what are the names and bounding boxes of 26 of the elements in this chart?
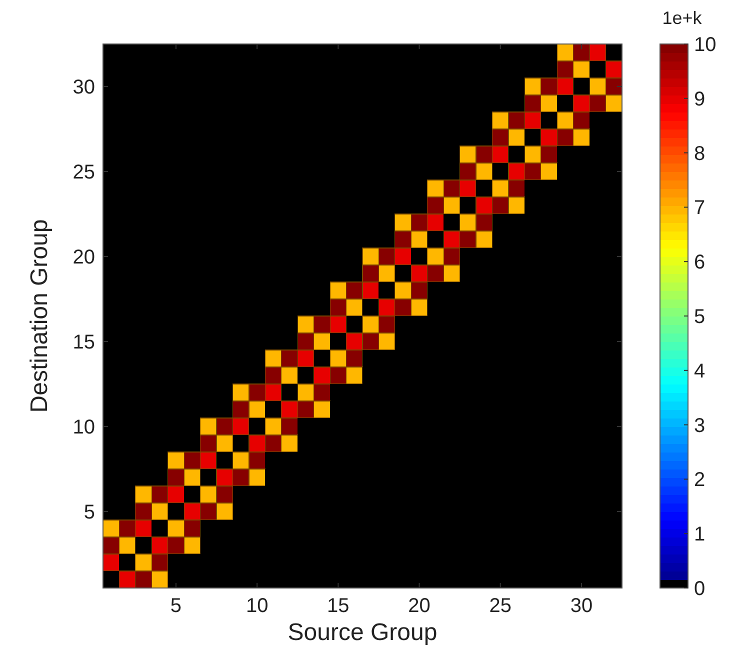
color-bar-label: 6 <box>694 252 706 274</box>
y-tick-label: 5 <box>84 502 95 524</box>
y-tick-label: 25 <box>72 162 95 184</box>
color-bar-label: 4 <box>694 360 706 382</box>
x-tick-label: 20 <box>408 595 430 617</box>
color-bar-label: 9 <box>694 88 706 110</box>
color-bar-label: 2 <box>694 469 706 492</box>
x-tick-label: 5 <box>170 595 182 617</box>
x-tick-label: 15 <box>327 595 350 617</box>
color-bar-label: 10 <box>694 34 716 56</box>
color-bar-label: 8 <box>694 142 706 165</box>
y-tick-label: 20 <box>72 246 95 268</box>
color-bar-label: 3 <box>694 414 706 437</box>
color-bar-label: 1 <box>694 524 706 546</box>
y-tick-label: 10 <box>72 416 95 438</box>
x-axis-title: Source Group <box>288 619 438 646</box>
y-tick-label: 30 <box>72 76 95 98</box>
color-bar-label: 0 <box>694 578 706 600</box>
x-tick-label: 10 <box>246 595 268 617</box>
color-bar-label: 7 <box>694 197 706 220</box>
y-tick-label: 15 <box>72 332 95 354</box>
color-bar-title: 1e+k <box>662 8 703 28</box>
x-tick-label: 25 <box>489 595 512 617</box>
x-tick-label: 30 <box>570 595 593 617</box>
y-axis-title: Destination Group <box>26 219 53 413</box>
color-bar-label: 5 <box>694 306 706 328</box>
